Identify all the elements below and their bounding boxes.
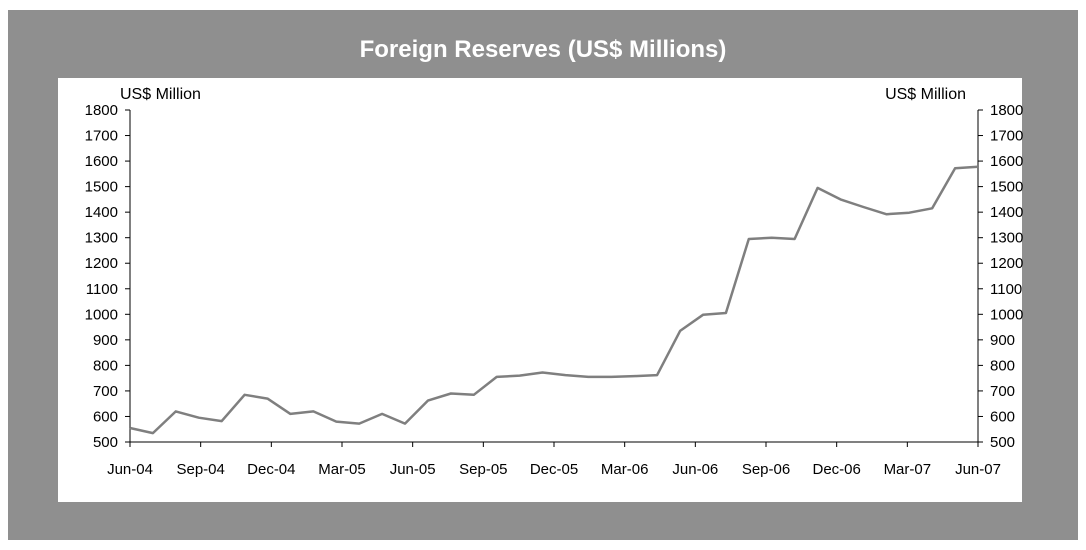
y-tick-label-right-1600: 1600	[990, 153, 1023, 170]
y-tick-label-left-1400: 1400	[85, 204, 118, 221]
x-tick-label-Dec-05: Dec-05	[530, 461, 578, 478]
y-axis-label-left: US$ Million	[120, 86, 201, 103]
y-tick-label-right-1800: 1800	[990, 102, 1023, 119]
y-tick-label-left-1500: 1500	[85, 179, 118, 196]
x-tick-label-Dec-06: Dec-06	[812, 461, 860, 478]
y-tick-label-right-1000: 1000	[990, 306, 1023, 323]
y-tick-label-left-700: 700	[93, 383, 118, 400]
x-tick-label-Jun-07: Jun-07	[955, 461, 1001, 478]
y-tick-label-left-900: 900	[93, 332, 118, 349]
y-tick-label-right-1200: 1200	[990, 255, 1023, 272]
y-tick-label-right-800: 800	[990, 357, 1015, 374]
x-tick-label-Dec-04: Dec-04	[247, 461, 295, 478]
y-tick-label-right-1700: 1700	[990, 128, 1023, 145]
y-tick-label-left-1200: 1200	[85, 255, 118, 272]
x-tick-label-Sep-06: Sep-06	[742, 461, 790, 478]
y-tick-label-left-1700: 1700	[85, 128, 118, 145]
x-tick-label-Sep-04: Sep-04	[176, 461, 224, 478]
x-tick-label-Mar-05: Mar-05	[318, 461, 366, 478]
y-tick-label-right-600: 600	[990, 408, 1015, 425]
y-tick-label-right-1300: 1300	[990, 230, 1023, 247]
axes: 500 500 600 600 700 700 800 800 900 900 1000 1000 11…	[85, 102, 1024, 478]
x-tick-label-Jun-06: Jun-06	[672, 461, 718, 478]
y-tick-label-right-1400: 1400	[990, 204, 1023, 221]
y-axis-label-right: US$ Million	[885, 86, 966, 103]
x-tick-label-Mar-07: Mar-07	[884, 461, 932, 478]
series-line-foreign-reserves	[130, 167, 978, 433]
y-tick-label-right-900: 900	[990, 332, 1015, 349]
x-tick-label-Sep-05: Sep-05	[459, 461, 507, 478]
x-tick-label-Jun-05: Jun-05	[390, 461, 436, 478]
y-tick-label-left-1000: 1000	[85, 306, 118, 323]
series-group	[130, 167, 978, 433]
y-tick-label-left-500: 500	[93, 434, 118, 451]
y-tick-label-right-500: 500	[990, 434, 1015, 451]
y-tick-label-left-1800: 1800	[85, 102, 118, 119]
y-tick-label-left-600: 600	[93, 408, 118, 425]
y-tick-label-right-700: 700	[990, 383, 1015, 400]
y-tick-label-right-1500: 1500	[990, 179, 1023, 196]
x-tick-label-Jun-04: Jun-04	[107, 461, 153, 478]
y-tick-label-left-1300: 1300	[85, 230, 118, 247]
y-tick-label-left-1600: 1600	[85, 153, 118, 170]
x-tick-label-Mar-06: Mar-06	[601, 461, 649, 478]
y-tick-label-left-800: 800	[93, 357, 118, 374]
y-tick-label-left-1100: 1100	[86, 281, 118, 298]
y-tick-label-right-1100: 1100	[990, 281, 1022, 298]
